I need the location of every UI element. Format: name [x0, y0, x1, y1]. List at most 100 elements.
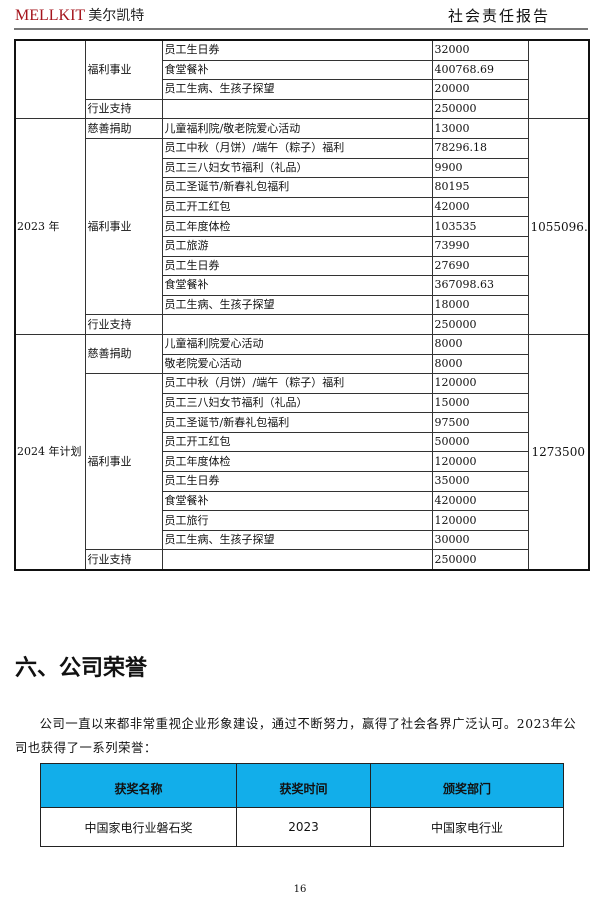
item-amount: 250000	[431, 314, 529, 335]
item-name: 员工生病、生孩子探望	[161, 79, 433, 100]
report-title: 社会责任报告	[447, 7, 550, 25]
item-amount: 73990	[431, 235, 529, 257]
item-name	[161, 314, 433, 335]
section-paragraph: 公司一直以来都非常重视企业形象建设，通过不断努力，赢得了社会各界广泛认可。202…	[15, 717, 577, 755]
item-amount: 120000	[431, 373, 529, 394]
awards-table: 获奖名称 获奖时间 颁奖部门 中国家电行业磐石奖 2023 中国家电行业	[40, 763, 564, 847]
brand-name-en: MELLKIT	[15, 7, 86, 24]
item-amount: 18000	[431, 294, 529, 316]
table-row: 员工开工红包 42000	[15, 196, 589, 218]
item-amount: 30000	[431, 529, 529, 551]
item-amount: 8000	[431, 353, 529, 375]
section-heading: 六、公司荣誉	[15, 656, 148, 681]
page-number: 16	[293, 884, 307, 895]
table-row: 行业支持 250000	[15, 314, 589, 335]
category-cell: 福利事业	[84, 137, 163, 316]
item-amount: 400768.69	[431, 59, 529, 81]
item-name: 员工生日券	[161, 255, 433, 277]
category-cell: 行业支持	[84, 314, 163, 335]
item-name: 员工年度体检	[161, 216, 433, 237]
table-row: 员工年度体检 120000	[15, 451, 589, 473]
item-amount: 13000	[431, 118, 529, 139]
item-name: 员工开工红包	[161, 431, 433, 453]
category-cell: 福利事业	[84, 39, 163, 100]
item-amount: 20000	[431, 79, 529, 100]
item-amount: 250000	[431, 98, 529, 120]
table-row: 员工旅游 73990	[15, 235, 589, 257]
item-amount: 15000	[431, 392, 529, 414]
table-row: 2023 年慈善捐助 儿童福利院/敬老院爱心活动 13000 1055096.7	[14, 118, 590, 335]
item-name: 员工三八妇女节福利（礼品）	[161, 392, 433, 414]
header-award-issuer: 颁奖部门	[370, 763, 564, 808]
item-amount: 50000	[431, 431, 529, 453]
item-name: 儿童福利院/敬老院爱心活动	[161, 118, 433, 139]
item-amount: 420000	[431, 490, 529, 512]
item-name: 员工生病、生孩子探望	[161, 529, 433, 551]
brand-logo: MELLKIT 美尔凯特	[15, 5, 144, 25]
category-cell: 慈善捐助	[84, 118, 163, 139]
award-issuer: 中国家电行业	[370, 807, 564, 847]
item-name: 食堂餐补	[161, 490, 433, 512]
item-name: 员工圣诞节/新春礼包福利	[161, 412, 433, 433]
item-amount: 80195	[431, 177, 529, 198]
awards-row: 中国家电行业磐石奖 2023 中国家电行业	[40, 807, 564, 847]
item-amount: 120000	[431, 510, 529, 531]
item-name: 儿童福利院爱心活动	[161, 333, 433, 355]
table-row: 敬老院爱心活动 8000	[15, 353, 589, 375]
item-amount: 9900	[431, 157, 529, 179]
header-award-name: 获奖名称	[40, 763, 237, 808]
table-row: 员工生日券 27690	[15, 255, 589, 277]
item-amount: 27690	[431, 255, 529, 277]
item-amount: 32000	[431, 39, 529, 61]
awards-header-row: 获奖名称 获奖时间 颁奖部门	[40, 763, 564, 808]
item-amount: 42000	[431, 196, 529, 218]
item-name	[161, 98, 433, 120]
item-amount: 78296.18	[431, 137, 529, 159]
award-name: 中国家电行业磐石奖	[40, 807, 237, 847]
item-name: 员工中秋（月饼）/端午（粽子）福利	[161, 373, 433, 394]
year-cell: 2024 年计划	[14, 333, 86, 571]
item-name: 员工年度体检	[161, 451, 433, 473]
item-name: 员工旅行	[161, 510, 433, 531]
item-amount: 97500	[431, 412, 529, 433]
item-amount: 250000	[431, 549, 529, 571]
item-name: 员工开工红包	[161, 196, 433, 218]
header-divider	[14, 28, 588, 30]
category-cell: 行业支持	[84, 549, 163, 571]
table-row: 食堂餐补 420000	[15, 490, 589, 512]
table-row: 行业支持 250000	[15, 549, 589, 571]
table-row: 员工圣诞节/新春礼包福利 97500	[15, 412, 589, 433]
category-cell: 福利事业	[84, 373, 163, 551]
year-cell	[14, 39, 86, 120]
brand-name-cn: 美尔凯特	[88, 9, 145, 24]
donation-table: 福利事业 员工生日券 32000 食堂餐补 400768.69 员工生病、生孩子探望 200…	[14, 39, 590, 572]
table-row: 员工旅行 120000	[15, 510, 589, 531]
table-row: 福利事业 员工中秋（月饼）/端午（粽子）福利 120000	[15, 373, 589, 551]
table-row: 员工年度体检 103535	[15, 216, 589, 237]
table-row: 福利事业 员工中秋（月饼）/端午（粽子）福利 78296.18	[15, 137, 589, 316]
item-amount: 103535	[431, 216, 529, 237]
table-row: 食堂餐补 400768.69	[15, 59, 589, 81]
item-name: 员工中秋（月饼）/端午（粽子）福利	[161, 137, 433, 159]
category-cell: 慈善捐助	[84, 333, 163, 375]
item-amount: 35000	[431, 471, 529, 492]
item-name: 员工生日券	[161, 471, 433, 492]
item-name: 敬老院爱心活动	[161, 353, 433, 375]
table-row: 福利事业 员工生日券 32000	[14, 39, 590, 120]
item-name: 员工生日券	[161, 39, 433, 61]
total-cell	[527, 39, 590, 120]
table-row: 2024 年计划 慈善捐助 儿童福利院爱心活动 8000 1273500	[14, 333, 590, 571]
item-name: 员工三八妇女节福利（礼品）	[161, 157, 433, 179]
category-cell: 行业支持	[84, 98, 163, 120]
total-cell: 1273500	[527, 333, 590, 571]
header-award-time: 获奖时间	[236, 763, 371, 808]
table-row: 员工生病、生孩子探望 20000	[15, 79, 589, 100]
item-name: 员工生病、生孩子探望	[161, 294, 433, 316]
item-amount: 120000	[431, 451, 529, 473]
table-row: 行业支持 250000	[15, 98, 589, 120]
item-name: 员工圣诞节/新春礼包福利	[161, 177, 433, 198]
year-cell: 2023 年	[14, 118, 86, 335]
item-name: 员工旅游	[161, 235, 433, 257]
item-name: 食堂餐补	[161, 59, 433, 81]
total-cell: 1055096.7	[527, 118, 590, 335]
